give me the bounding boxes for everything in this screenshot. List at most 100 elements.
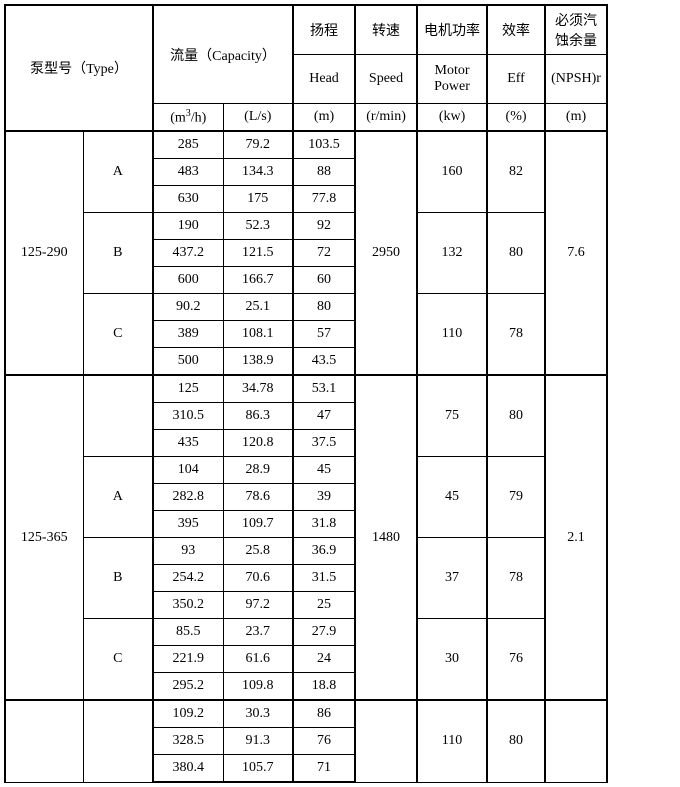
col-speed-en: Speed <box>355 55 417 104</box>
cell-power: 110 <box>417 700 487 782</box>
cell-head: 27.9 <box>293 619 355 646</box>
cell-ls: 61.6 <box>223 646 293 673</box>
variant-label <box>83 375 153 457</box>
cell-m3h: 295.2 <box>153 673 223 701</box>
cell-head: 80 <box>293 294 355 321</box>
cell-ls: 105.7 <box>223 755 293 783</box>
cell-power: 30 <box>417 619 487 701</box>
cell-m3h: 310.5 <box>153 403 223 430</box>
cell-power: 37 <box>417 538 487 619</box>
cell-speed <box>355 700 417 782</box>
col-npsh-en: (NPSH)r <box>545 55 607 104</box>
cell-m3h: 85.5 <box>153 619 223 646</box>
cell-ls: 134.3 <box>223 159 293 186</box>
cell-ls: 78.6 <box>223 484 293 511</box>
cell-power: 110 <box>417 294 487 376</box>
col-power-en: Motor Power <box>417 55 487 104</box>
cell-head: 57 <box>293 321 355 348</box>
model-name: 125-290 <box>5 131 83 375</box>
cell-ls: 138.9 <box>223 348 293 376</box>
cell-head: 72 <box>293 240 355 267</box>
cell-ls: 121.5 <box>223 240 293 267</box>
variant-label: A <box>83 457 153 538</box>
cell-eff: 78 <box>487 538 545 619</box>
cell-head: 37.5 <box>293 430 355 457</box>
cell-ls: 70.6 <box>223 565 293 592</box>
col-head-cn: 扬程 <box>293 5 355 55</box>
cell-head: 86 <box>293 700 355 728</box>
cell-head: 45 <box>293 457 355 484</box>
cell-head: 76 <box>293 728 355 755</box>
unit-eff: (%) <box>487 104 545 132</box>
unit-m3h: (m3/h) <box>153 104 223 132</box>
cell-m3h: 282.8 <box>153 484 223 511</box>
cell-m3h: 395 <box>153 511 223 538</box>
cell-head: 103.5 <box>293 131 355 159</box>
cell-ls: 97.2 <box>223 592 293 619</box>
cell-m3h: 500 <box>153 348 223 376</box>
col-speed-cn: 转速 <box>355 5 417 55</box>
cell-ls: 91.3 <box>223 728 293 755</box>
variant-label: B <box>83 538 153 619</box>
cell-head: 60 <box>293 267 355 294</box>
cell-power: 132 <box>417 213 487 294</box>
cell-ls: 28.9 <box>223 457 293 484</box>
col-type: 泵型号（Type） <box>5 5 153 131</box>
cell-m3h: 190 <box>153 213 223 240</box>
cell-head: 92 <box>293 213 355 240</box>
cell-ls: 120.8 <box>223 430 293 457</box>
cell-m3h: 435 <box>153 430 223 457</box>
col-head-en: Head <box>293 55 355 104</box>
cell-ls: 23.7 <box>223 619 293 646</box>
cell-m3h: 125 <box>153 375 223 403</box>
cell-ls: 25.1 <box>223 294 293 321</box>
variant-label <box>83 700 153 782</box>
col-eff-en: Eff <box>487 55 545 104</box>
cell-speed: 2950 <box>355 131 417 375</box>
variant-label: A <box>83 131 153 213</box>
cell-ls: 25.8 <box>223 538 293 565</box>
cell-m3h: 104 <box>153 457 223 484</box>
cell-npsh: 2.1 <box>545 375 607 700</box>
cell-head: 36.9 <box>293 538 355 565</box>
cell-m3h: 254.2 <box>153 565 223 592</box>
cell-head: 39 <box>293 484 355 511</box>
cell-m3h: 350.2 <box>153 592 223 619</box>
cell-power: 160 <box>417 131 487 213</box>
cell-eff: 79 <box>487 457 545 538</box>
cell-ls: 52.3 <box>223 213 293 240</box>
cell-npsh: 7.6 <box>545 131 607 375</box>
cell-head: 18.8 <box>293 673 355 701</box>
cell-ls: 79.2 <box>223 131 293 159</box>
cell-head: 31.8 <box>293 511 355 538</box>
cell-ls: 86.3 <box>223 403 293 430</box>
cell-m3h: 328.5 <box>153 728 223 755</box>
cell-npsh <box>545 700 607 782</box>
cell-ls: 34.78 <box>223 375 293 403</box>
col-capacity: 流量（Capacity） <box>153 5 293 104</box>
cell-m3h: 630 <box>153 186 223 213</box>
cell-eff: 76 <box>487 619 545 701</box>
unit-power: (kw) <box>417 104 487 132</box>
variant-label: C <box>83 619 153 701</box>
cell-m3h: 109.2 <box>153 700 223 728</box>
cell-m3h: 380.4 <box>153 755 223 783</box>
cell-head: 53.1 <box>293 375 355 403</box>
unit-ls: (L/s) <box>223 104 293 132</box>
model-name <box>5 700 83 782</box>
cell-eff: 82 <box>487 131 545 213</box>
cell-m3h: 600 <box>153 267 223 294</box>
cell-head: 25 <box>293 592 355 619</box>
cell-eff: 80 <box>487 375 545 457</box>
cell-eff: 80 <box>487 700 545 782</box>
cell-m3h: 93 <box>153 538 223 565</box>
cell-eff: 80 <box>487 213 545 294</box>
cell-head: 31.5 <box>293 565 355 592</box>
unit-head: (m) <box>293 104 355 132</box>
variant-label: C <box>83 294 153 376</box>
unit-npsh: (m) <box>545 104 607 132</box>
cell-head: 24 <box>293 646 355 673</box>
cell-head: 71 <box>293 755 355 783</box>
col-npsh-cn: 必须汽蚀余量 <box>545 5 607 55</box>
cell-eff: 78 <box>487 294 545 376</box>
